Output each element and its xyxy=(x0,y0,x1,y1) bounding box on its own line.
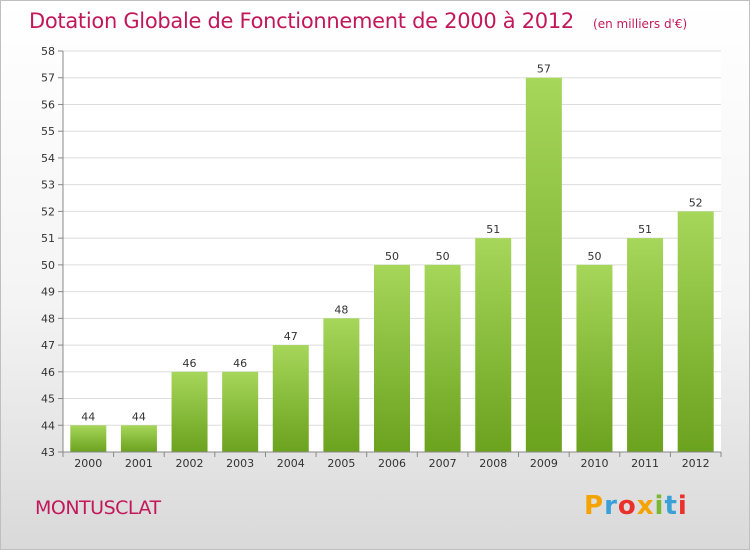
logo-letter: i xyxy=(677,491,688,521)
y-tick-label: 47 xyxy=(41,339,55,352)
x-tick-label: 2001 xyxy=(125,457,153,470)
bar-value-label: 50 xyxy=(385,250,399,263)
bar-value-label: 57 xyxy=(537,63,551,76)
bar-value-label: 44 xyxy=(132,410,146,423)
bar xyxy=(576,264,613,452)
bar xyxy=(677,211,714,452)
y-tick-label: 54 xyxy=(41,152,55,165)
bar xyxy=(272,345,309,452)
x-tick-label: 2009 xyxy=(530,457,558,470)
logo-letter: o xyxy=(617,491,637,521)
chart-title: Dotation Globale de Fonctionnement de 20… xyxy=(29,9,574,33)
bar-value-label: 50 xyxy=(436,250,450,263)
logo-letter: i xyxy=(654,491,665,521)
logo-letter: P xyxy=(584,491,605,521)
y-tick-label: 50 xyxy=(41,259,55,272)
y-tick-label: 56 xyxy=(41,98,55,111)
bar-value-label: 51 xyxy=(638,223,652,236)
y-tick-label: 55 xyxy=(41,125,55,138)
bar xyxy=(171,371,208,452)
commune-name: MONTUSCLAT xyxy=(35,497,161,519)
x-tick-label: 2006 xyxy=(378,457,406,470)
bar xyxy=(70,425,107,452)
y-tick-label: 51 xyxy=(41,232,55,245)
bar xyxy=(475,238,512,452)
proxiti-logo[interactable]: Proxiti xyxy=(584,491,688,521)
x-tick-label: 2007 xyxy=(429,457,457,470)
bar-value-label: 48 xyxy=(334,303,348,316)
x-tick-label: 2002 xyxy=(176,457,204,470)
x-tick-label: 2003 xyxy=(226,457,254,470)
bar-value-label: 51 xyxy=(486,223,500,236)
bar-value-label: 47 xyxy=(284,330,298,343)
chart-subtitle: (en milliers d'€) xyxy=(593,17,688,31)
logo-letter: r xyxy=(604,491,618,521)
bar xyxy=(120,425,157,452)
x-tick-label: 2011 xyxy=(631,457,659,470)
x-tick-label: 2008 xyxy=(479,457,507,470)
x-tick-label: 2004 xyxy=(277,457,305,470)
logo-letter: x xyxy=(636,491,655,521)
y-tick-label: 49 xyxy=(41,286,55,299)
bar xyxy=(222,371,259,452)
y-tick-label: 44 xyxy=(41,419,55,432)
bar-value-label: 50 xyxy=(587,250,601,263)
bar-value-label: 46 xyxy=(183,357,197,370)
logo-letter: t xyxy=(664,491,678,521)
bar xyxy=(424,264,461,452)
y-tick-label: 58 xyxy=(41,45,55,58)
bar xyxy=(323,318,360,452)
title-row: Dotation Globale de Fonctionnement de 20… xyxy=(29,9,687,33)
bar-value-label: 44 xyxy=(81,410,95,423)
y-tick-label: 45 xyxy=(41,393,55,406)
x-tick-label: 2000 xyxy=(74,457,102,470)
bar xyxy=(525,77,562,452)
y-tick-label: 48 xyxy=(41,312,55,325)
y-tick-label: 57 xyxy=(41,72,55,85)
bar-value-label: 46 xyxy=(233,357,247,370)
bar-value-label: 52 xyxy=(689,196,703,209)
x-tick-label: 2010 xyxy=(580,457,608,470)
x-tick-label: 2012 xyxy=(682,457,710,470)
y-tick-label: 52 xyxy=(41,205,55,218)
y-tick-label: 46 xyxy=(41,366,55,379)
bar xyxy=(627,238,664,452)
y-tick-label: 53 xyxy=(41,179,55,192)
y-tick-label: 43 xyxy=(41,446,55,459)
x-tick-label: 2005 xyxy=(327,457,355,470)
bar xyxy=(374,264,410,452)
